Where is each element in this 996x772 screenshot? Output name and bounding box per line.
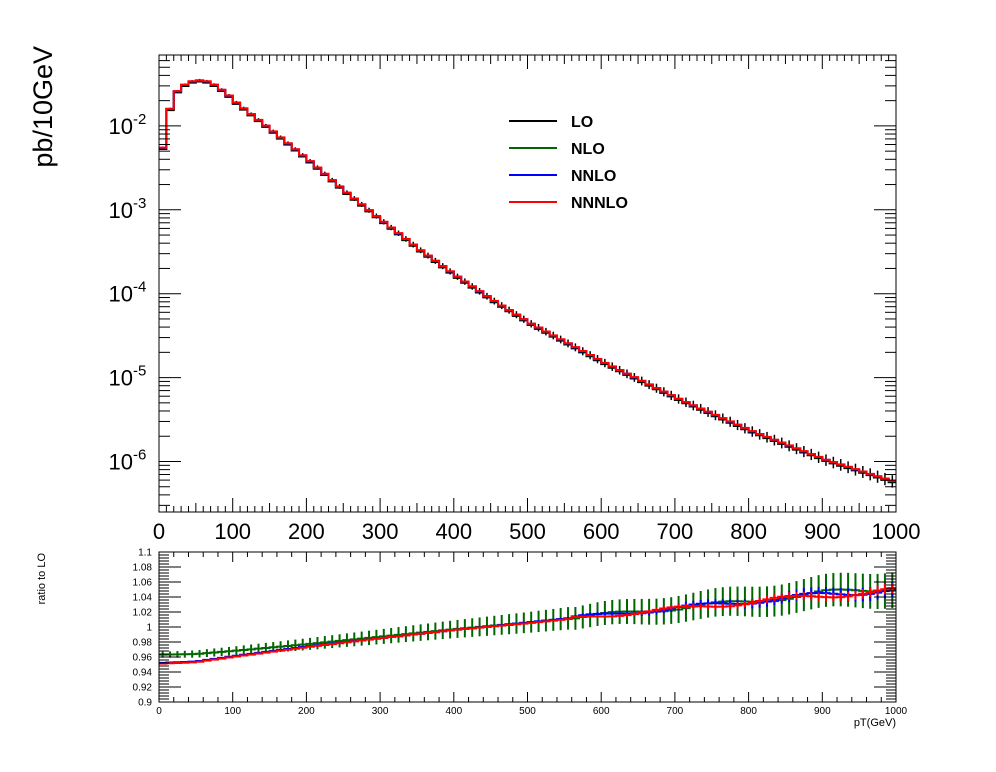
bottom-y-tick-label: 0.9 — [138, 698, 152, 709]
bottom-y-axis-label: ratio to LO — [36, 553, 48, 605]
top-x-tick-label: 300 — [362, 519, 399, 544]
bottom-x-tick-label: 800 — [740, 706, 757, 717]
top-x-tick-label: 700 — [657, 519, 694, 544]
top-x-tick-label: 100 — [214, 519, 251, 544]
bottom-y-tick-label: 1.08 — [133, 563, 153, 574]
series-nlo-line — [159, 79, 896, 483]
series-nnlo-line — [159, 79, 896, 483]
top-y-tick-exponent: -2 — [133, 111, 146, 128]
top-x-tick-label: 400 — [435, 519, 472, 544]
bottom-y-tick-label: 1.02 — [133, 608, 153, 619]
legend-label-nnnlo: NNNLO — [571, 195, 628, 212]
bottom-x-tick-label: 900 — [814, 706, 831, 717]
bottom-axes: 0 100 200 300 400 500 600 700 800 900 1000 0.9 0.92 0… — [133, 548, 908, 718]
top-y-tick-label: 10 — [109, 198, 133, 223]
legend-label-nnlo: NNLO — [571, 168, 616, 185]
top-y-tick-exponent: -4 — [133, 279, 146, 296]
bottom-y-tick-label: 0.98 — [133, 638, 153, 649]
bottom-x-tick-label: 300 — [372, 706, 389, 717]
series-nnnlo-line — [159, 79, 896, 482]
bottom-x-tick-label: 400 — [445, 706, 462, 717]
bottom-y-tick-label: 1 — [146, 623, 152, 634]
bottom-y-tick-label: 0.92 — [133, 683, 153, 694]
bottom-y-tick-label: 1.1 — [138, 548, 152, 559]
top-x-tick-label: 500 — [509, 519, 546, 544]
bottom-x-tick-label: 200 — [298, 706, 315, 717]
bottom-x-tick-label: 1000 — [885, 706, 908, 717]
top-y-tick-exponent: -3 — [133, 195, 146, 212]
top-y-tick-label: 10 — [109, 449, 133, 474]
top-y-axis-label: pb/10GeV — [28, 46, 58, 168]
top-x-tick-label: 200 — [288, 519, 325, 544]
series-lo-line — [159, 80, 896, 484]
top-series-layer — [159, 78, 896, 488]
bottom-y-tick-label: 1.04 — [133, 593, 153, 604]
legend: LO NLO NNLO NNNLO — [509, 114, 628, 212]
bottom-y-tick-label: 0.94 — [133, 668, 153, 679]
legend-label-nlo: NLO — [571, 141, 605, 158]
top-x-tick-label: 800 — [730, 519, 767, 544]
top-axes: 0 100 200 300 400 500 600 700 800 900 100010-210-3… — [109, 54, 921, 544]
bottom-y-tick-label: 1.06 — [133, 578, 153, 589]
ratio-series-nnnlo — [159, 587, 896, 665]
bottom-x-tick-label: 700 — [667, 706, 684, 717]
bottom-x-tick-label: 100 — [224, 706, 241, 717]
bottom-y-tick-label: 0.96 — [133, 653, 153, 664]
bottom-x-axis-label: pT(GeV) — [854, 717, 896, 729]
top-x-tick-label: 900 — [804, 519, 841, 544]
top-x-tick-label: 600 — [583, 519, 620, 544]
bottom-plot-frame — [158, 551, 897, 703]
legend-label-lo: LO — [571, 114, 593, 131]
top-y-tick-exponent: -5 — [133, 363, 146, 380]
top-y-tick-label: 10 — [109, 114, 133, 139]
top-y-tick-label: 10 — [109, 366, 133, 391]
bottom-x-tick-label: 600 — [593, 706, 610, 717]
top-x-tick-label: 1000 — [872, 519, 921, 544]
top-y-tick-label: 10 — [109, 282, 133, 307]
top-y-tick-exponent: -6 — [133, 446, 146, 463]
bottom-series-layer — [159, 572, 896, 665]
bottom-x-tick-label: 500 — [519, 706, 536, 717]
bottom-x-tick-label: 0 — [156, 706, 162, 717]
top-x-tick-label: 0 — [153, 519, 165, 544]
